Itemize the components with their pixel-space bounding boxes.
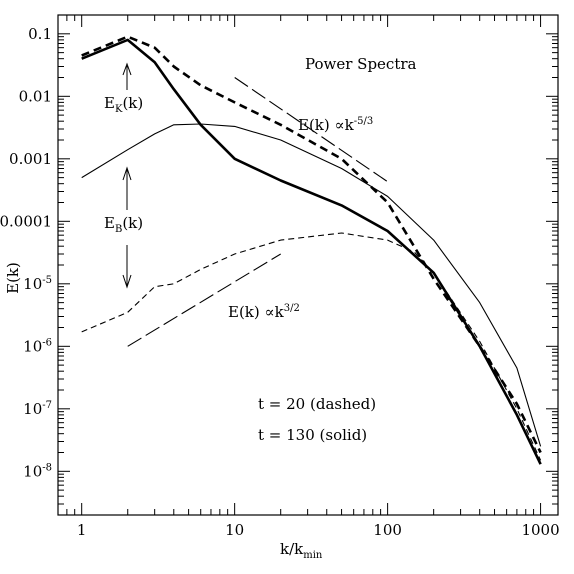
series-line-thick-solid-0 — [81, 38, 542, 465]
y-tick-label: 10-8 — [23, 462, 52, 480]
series-line-reference-long-dash-4 — [234, 77, 388, 183]
x-tick-label: 1 — [77, 521, 87, 539]
y-tick-label: 10-7 — [23, 400, 52, 418]
kolmogorov-law-exp: -5/3 — [354, 116, 373, 127]
ek-label: EK(k) — [104, 94, 143, 115]
eb-label-sub: B — [115, 224, 122, 235]
time-dashed-label: t = 20 (dashed) — [258, 395, 376, 413]
x-tick-label: 100 — [373, 521, 402, 539]
time-solid-label: t = 130 (solid) — [258, 426, 367, 444]
kolmogorov-law-label: E(k) ∝k-5/3 — [298, 116, 373, 134]
chart-title: Power Spectra — [305, 55, 417, 73]
tick-labels: 1 10 100 1000 0.1 0.01 0.001 0.0001 10-5 10-6 10-7… — [0, 25, 560, 539]
x-tick-label: 1000 — [521, 521, 559, 539]
eb-down-arrow — [122, 245, 132, 289]
series-group — [81, 35, 542, 465]
y-tick-label: 0.001 — [9, 150, 52, 168]
y-tick-label: 10-5 — [23, 275, 52, 293]
kazantsev-law-label: E(k) ∝k3/2 — [228, 303, 300, 321]
x-tick-label: 10 — [225, 521, 244, 539]
series-line-thin-dashed-3 — [81, 232, 542, 461]
ek-up-arrow — [122, 62, 132, 90]
series-line-thin-solid-2 — [81, 123, 542, 447]
x-axis-label: k/kmin — [280, 540, 323, 561]
ek-label-sub: K — [115, 104, 123, 115]
eb-up-arrow — [122, 166, 132, 210]
y-tick-label: 0.01 — [19, 87, 52, 105]
y-tick-label: 0.1 — [28, 25, 52, 43]
series-line-thick-dashed-1 — [81, 35, 542, 454]
eb-label: EB(k) — [104, 214, 143, 235]
axis-ticks — [57, 14, 558, 516]
y-tick-label: 0.0001 — [0, 212, 52, 230]
y-axis-label: E(k) — [4, 262, 22, 294]
kazantsev-law-exp: 3/2 — [284, 303, 300, 314]
series-line-reference-long-dash-5 — [127, 253, 281, 347]
x-axis-label-sub: min — [303, 550, 323, 561]
y-tick-label: 10-6 — [23, 337, 52, 355]
